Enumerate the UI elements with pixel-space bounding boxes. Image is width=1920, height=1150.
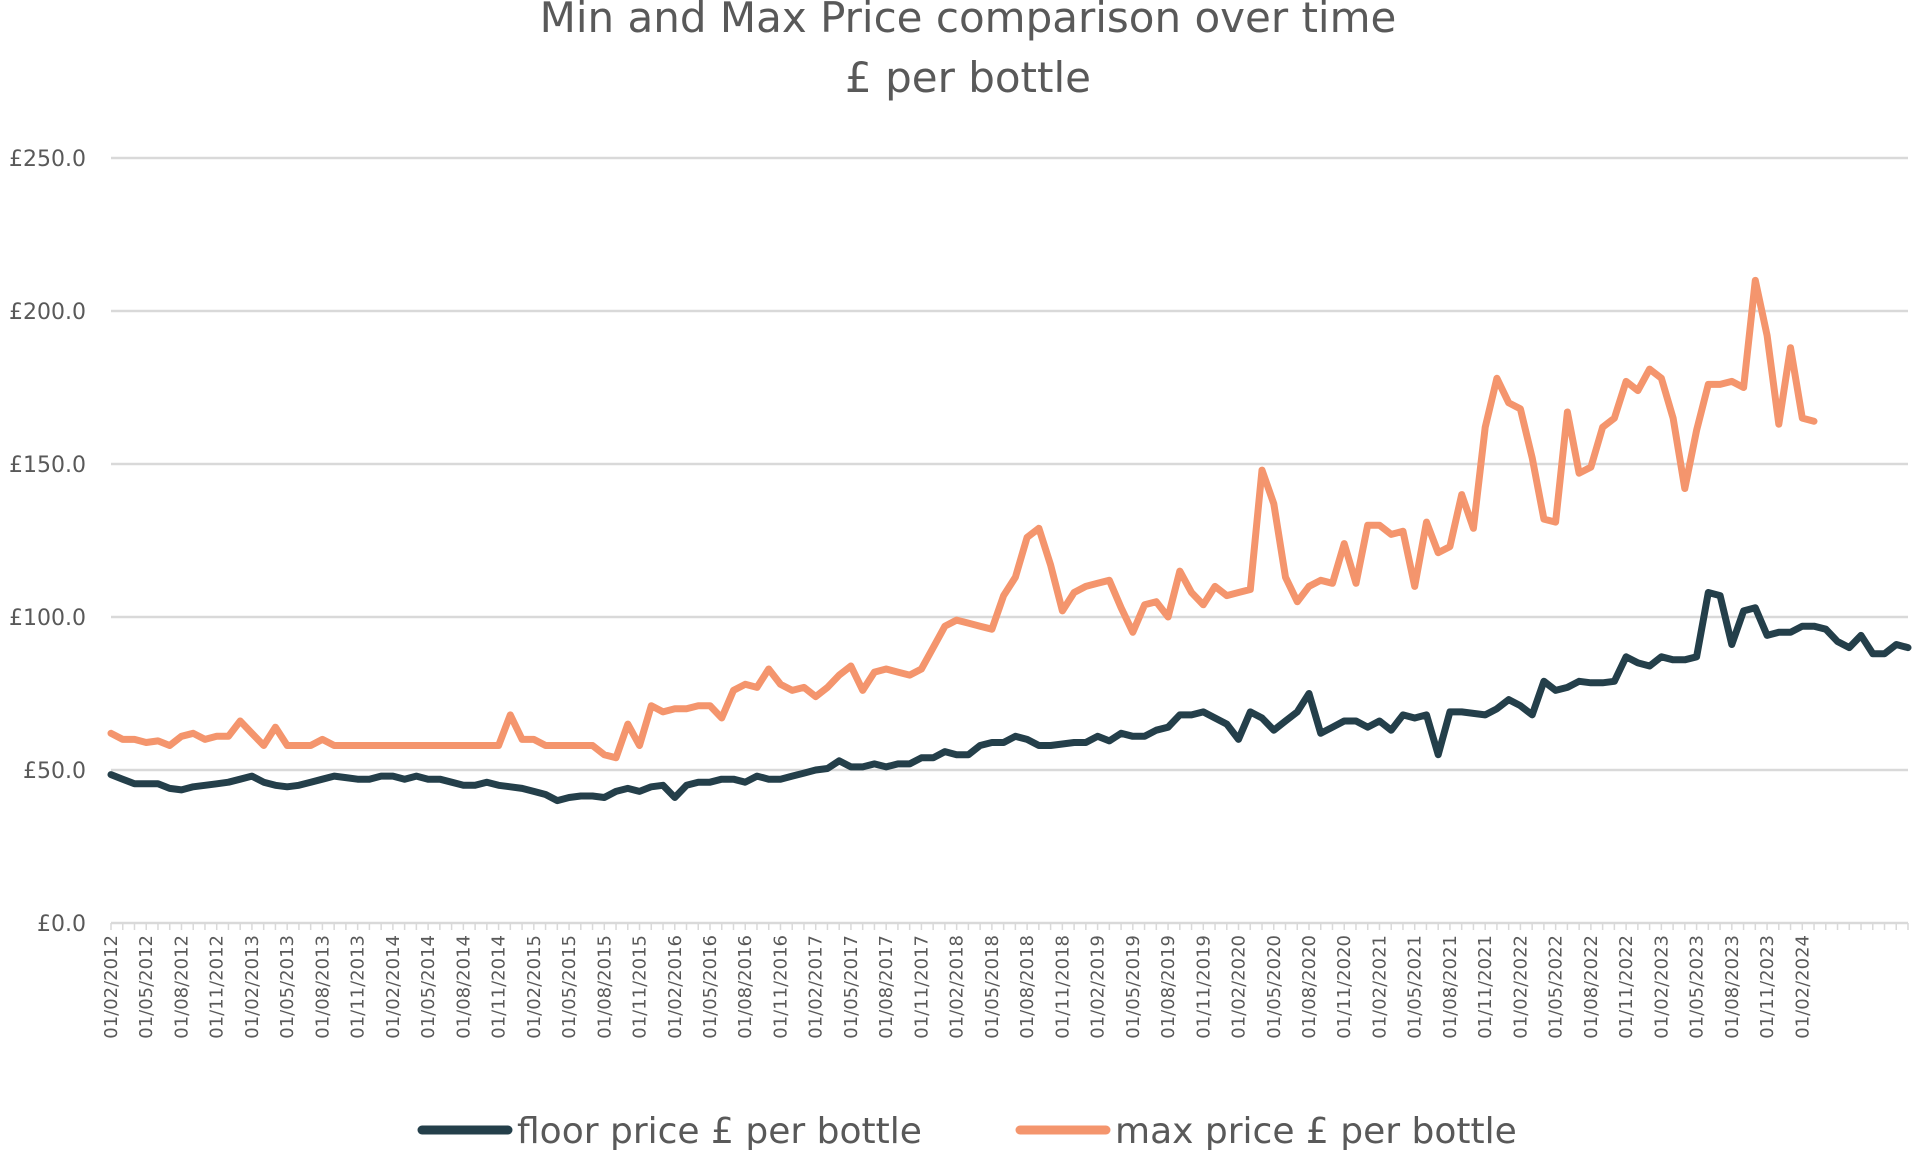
y-tick-label: £200.0: [9, 300, 86, 325]
x-tick-label: 01/05/2020: [1264, 935, 1285, 1039]
x-tick-label: 01/08/2017: [876, 935, 897, 1039]
x-tick-label: 01/11/2014: [489, 935, 510, 1039]
x-tick-label: 01/08/2022: [1581, 935, 1602, 1039]
x-tick-label: 01/11/2017: [911, 935, 932, 1039]
x-tick-label: 01/05/2015: [559, 935, 580, 1039]
x-tick-label: 01/02/2023: [1651, 935, 1672, 1039]
x-tick-label: 01/05/2012: [136, 935, 157, 1039]
x-tick-label: 01/11/2012: [207, 935, 228, 1039]
y-tick-label: £0.0: [37, 912, 86, 937]
x-tick-label: 01/02/2019: [1088, 935, 1109, 1039]
x-tick-label: 01/08/2021: [1440, 935, 1461, 1039]
x-tick-label: 01/05/2013: [277, 935, 298, 1039]
x-tick-label: 01/11/2018: [1052, 935, 1073, 1039]
y-tick-label: £250.0: [9, 147, 86, 172]
x-tick-label: 01/08/2023: [1722, 935, 1743, 1039]
x-tick-label: 01/02/2018: [947, 935, 968, 1039]
x-tick-label: 01/11/2016: [770, 935, 791, 1039]
x-tick-label: 01/05/2018: [982, 935, 1003, 1039]
x-tick-label: 01/08/2019: [1158, 935, 1179, 1039]
y-axis-ticks: £0.0 £50.0 £100.0 £150.0 £200.0 £250.0: [9, 147, 86, 937]
x-tick-label: 01/02/2022: [1510, 935, 1531, 1039]
x-tick-label: 01/02/2016: [665, 935, 686, 1039]
legend-label-max: max price £ per bottle: [1115, 1111, 1517, 1150]
x-tick-label: 01/11/2019: [1193, 935, 1214, 1039]
x-tick-label: 01/11/2015: [630, 935, 651, 1039]
x-tick-label: 01/08/2018: [1017, 935, 1038, 1039]
x-tick-label: 01/08/2020: [1299, 935, 1320, 1039]
x-tick-label: 01/05/2016: [700, 935, 721, 1039]
x-tick-label: 01/11/2020: [1334, 935, 1355, 1039]
chart-subtitle: £ per bottle: [845, 53, 1091, 102]
x-tick-label: 01/08/2012: [171, 935, 192, 1039]
y-tick-label: £50.0: [23, 759, 86, 784]
legend: floor price £ per bottle max price £ per…: [417, 1111, 1517, 1150]
x-tick-label: 01/11/2021: [1475, 935, 1496, 1039]
x-tick-label: 01/05/2021: [1405, 935, 1426, 1039]
x-tick-label: 01/11/2013: [348, 935, 369, 1039]
legend-label-floor: floor price £ per bottle: [517, 1111, 922, 1150]
y-tick-label: £150.0: [9, 453, 86, 478]
x-tick-label: 01/05/2014: [418, 935, 439, 1039]
x-tick-label: 01/11/2023: [1757, 935, 1778, 1039]
x-tick-label: 01/08/2014: [453, 935, 474, 1039]
x-tick-label: 01/02/2014: [383, 935, 404, 1039]
gridlines: [111, 156, 1908, 925]
x-tick-label: 01/05/2023: [1687, 935, 1708, 1039]
x-axis-ticks: 01/02/2012 01/05/2012 01/08/2012 01/11/2012…: [101, 923, 1909, 1039]
x-tick-label: 01/02/2017: [806, 935, 827, 1039]
x-tick-label: 01/05/2019: [1123, 935, 1144, 1039]
series-lines: [107, 276, 1912, 805]
x-tick-label: 01/02/2020: [1229, 935, 1250, 1039]
y-tick-label: £100.0: [9, 606, 86, 631]
x-tick-label: 01/05/2017: [841, 935, 862, 1039]
x-tick-label: 01/08/2015: [594, 935, 615, 1039]
x-tick-label: 01/02/2024: [1792, 935, 1813, 1039]
x-tick-label: 01/02/2012: [101, 935, 122, 1039]
x-tick-label: 01/02/2015: [524, 935, 545, 1039]
x-tick-label: 01/11/2022: [1616, 935, 1637, 1039]
series-line-floor-price: [107, 589, 1912, 805]
series-line-max-price: [107, 276, 1818, 762]
x-tick-label: 01/08/2016: [735, 935, 756, 1039]
chart-title: Min and Max Price comparison over time: [540, 0, 1397, 42]
x-tick-label: 01/08/2013: [312, 935, 333, 1039]
x-tick-label: 01/02/2021: [1369, 935, 1390, 1039]
x-tick-label: 01/02/2013: [242, 935, 263, 1039]
x-tick-label: 01/05/2022: [1546, 935, 1567, 1039]
